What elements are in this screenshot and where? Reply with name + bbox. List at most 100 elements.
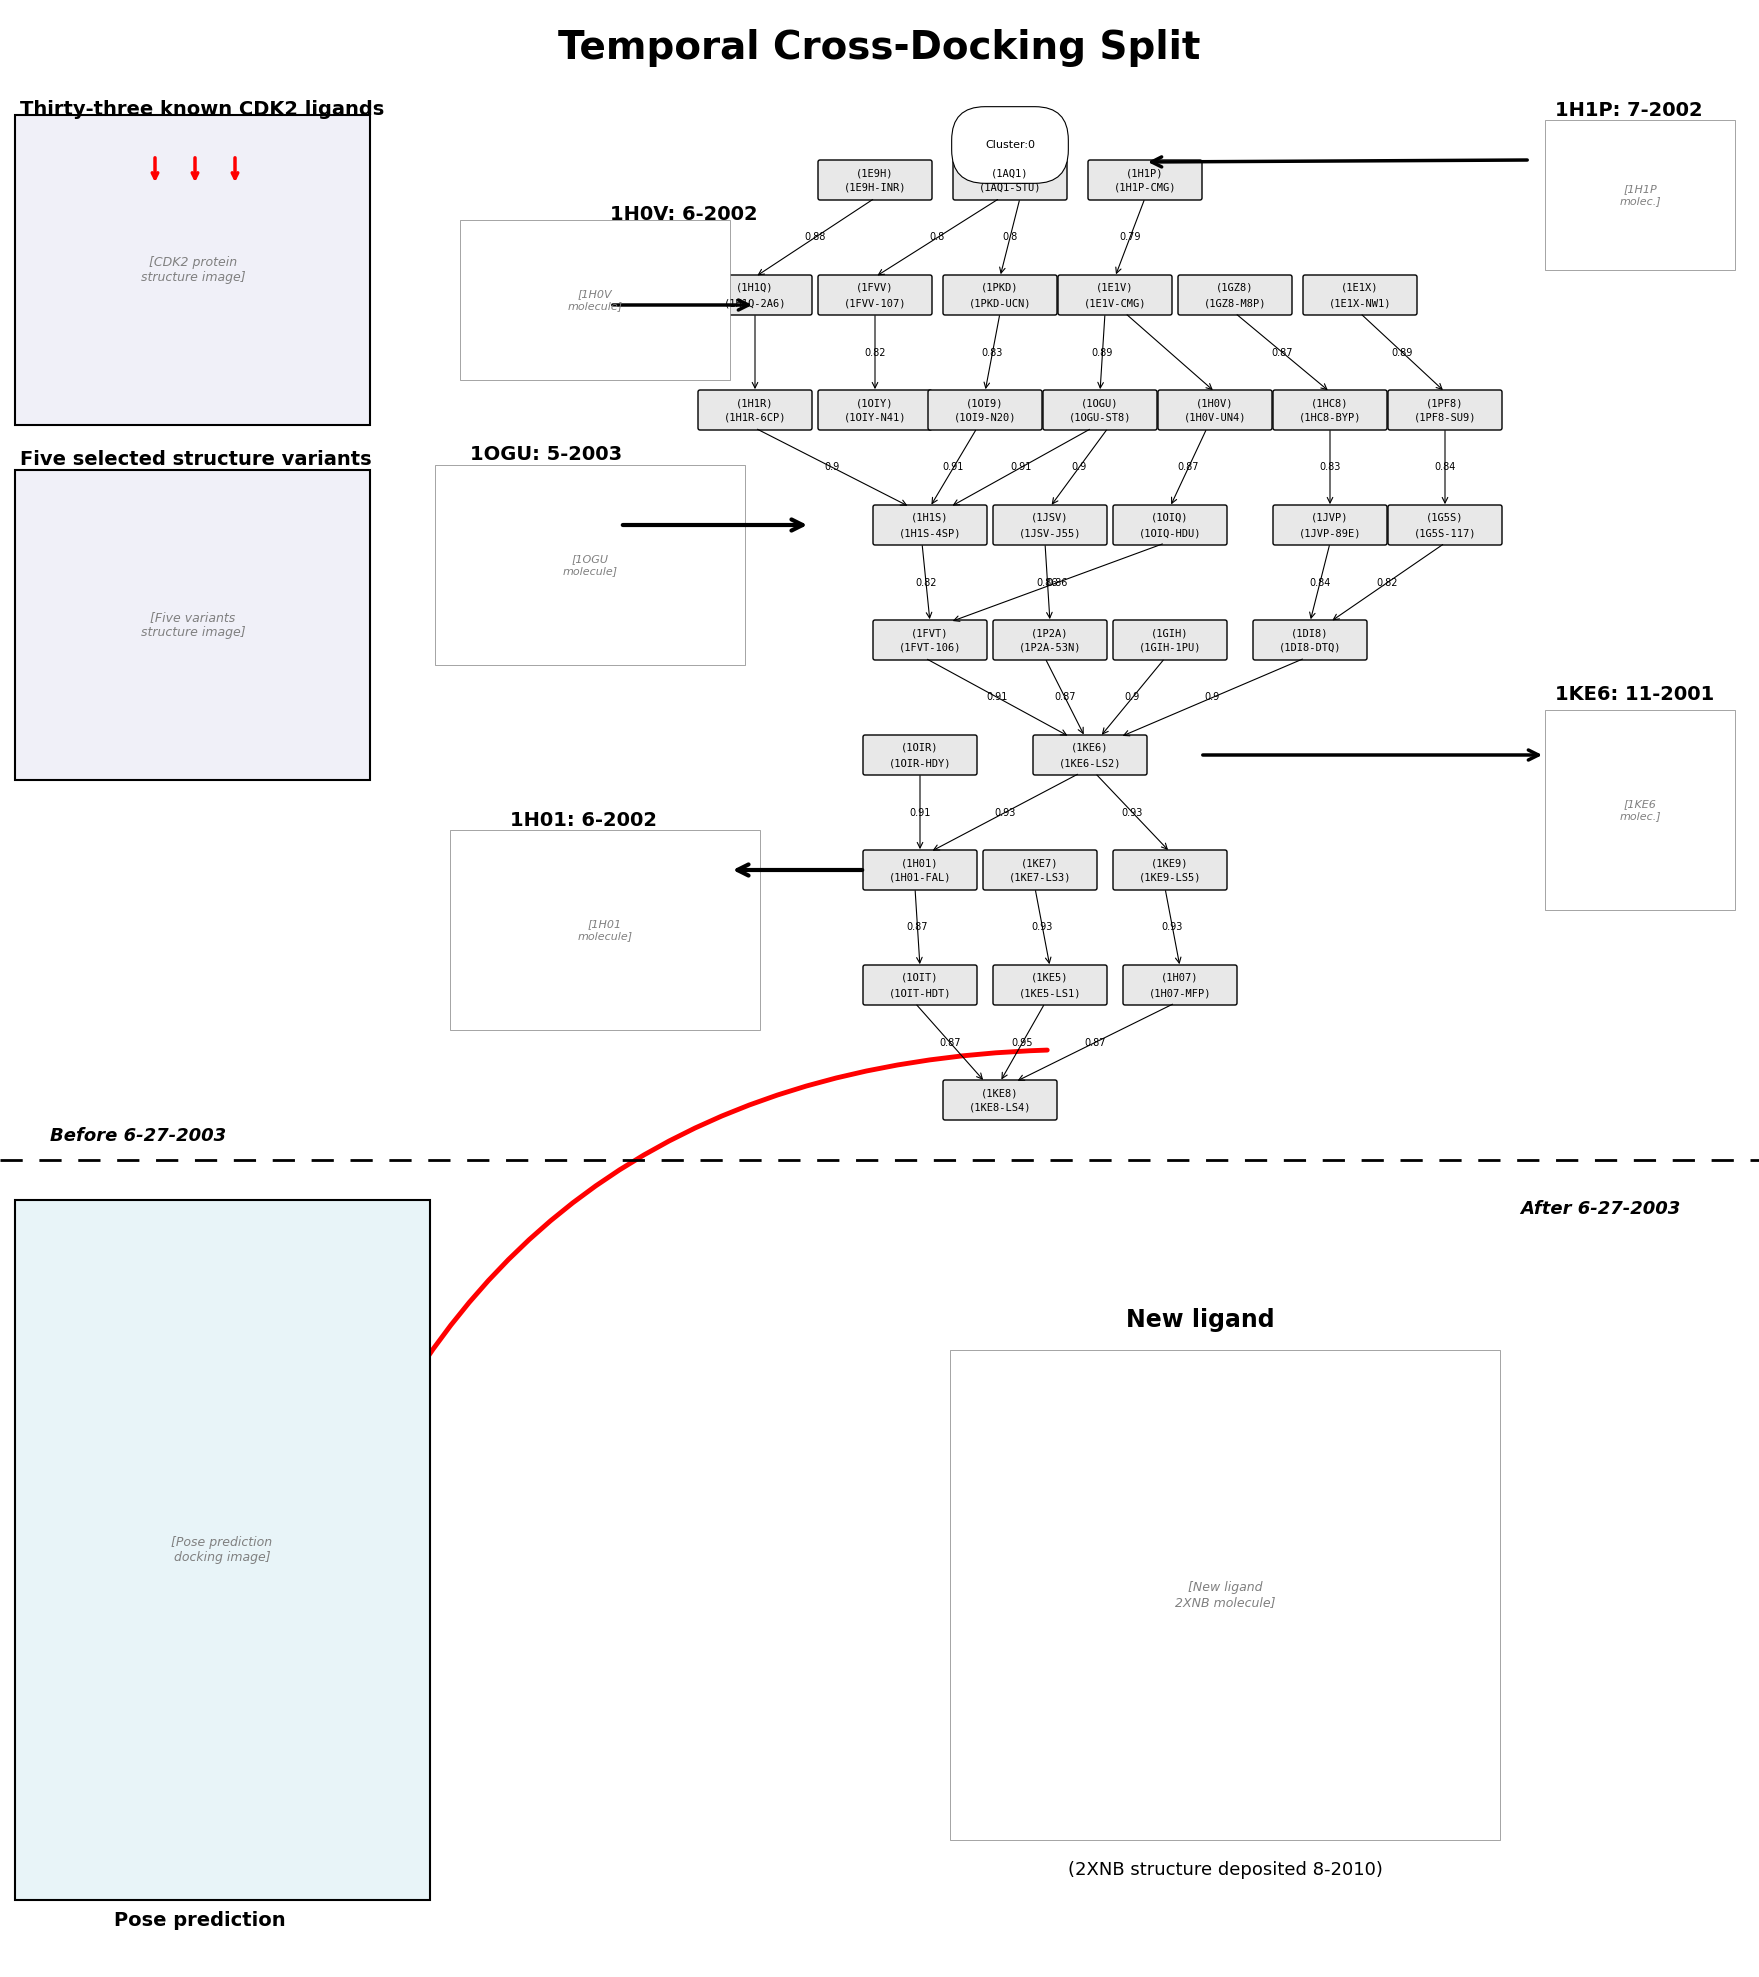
FancyBboxPatch shape	[953, 160, 1068, 200]
Text: [1OGU
molecule]: [1OGU molecule]	[563, 554, 617, 575]
Text: (1GIH): (1GIH)	[1150, 629, 1189, 639]
Text: [1H01
molecule]: [1H01 molecule]	[577, 919, 633, 941]
Text: (1KE9): (1KE9)	[1150, 858, 1189, 868]
Text: (1JVP-89E): (1JVP-89E)	[1298, 528, 1361, 538]
Text: (1OIY-N41): (1OIY-N41)	[844, 413, 906, 423]
Text: (1H01-FAL): (1H01-FAL)	[888, 874, 952, 884]
Text: (1AQ1-STU): (1AQ1-STU)	[978, 184, 1041, 194]
FancyBboxPatch shape	[994, 965, 1106, 1004]
Text: 1H1P: 7-2002: 1H1P: 7-2002	[1555, 101, 1703, 119]
Text: (1FVT): (1FVT)	[911, 629, 948, 639]
FancyBboxPatch shape	[864, 850, 976, 890]
Text: Pose prediction: Pose prediction	[114, 1912, 285, 1930]
Text: (1FVV): (1FVV)	[857, 283, 894, 293]
FancyBboxPatch shape	[1089, 160, 1201, 200]
Text: 0.91: 0.91	[987, 692, 1008, 702]
FancyBboxPatch shape	[864, 965, 976, 1004]
Text: [Pose prediction
docking image]: [Pose prediction docking image]	[171, 1536, 273, 1564]
Text: 0.87: 0.87	[1272, 348, 1293, 358]
Text: [New ligand
2XNB molecule]: [New ligand 2XNB molecule]	[1175, 1582, 1275, 1609]
Text: (1OIQ): (1OIQ)	[1150, 512, 1189, 524]
Text: (1H01): (1H01)	[901, 858, 939, 868]
Text: (1GIH-1PU): (1GIH-1PU)	[1138, 643, 1201, 652]
Text: 0.9: 0.9	[1124, 692, 1140, 702]
FancyBboxPatch shape	[434, 465, 746, 664]
Text: (1DI8): (1DI8)	[1291, 629, 1328, 639]
FancyBboxPatch shape	[864, 735, 976, 775]
Text: (1OIT-HDT): (1OIT-HDT)	[888, 988, 952, 998]
FancyBboxPatch shape	[16, 115, 369, 425]
FancyBboxPatch shape	[1303, 275, 1418, 314]
Text: (1JSV-J55): (1JSV-J55)	[1018, 528, 1082, 538]
Text: Thirty-three known CDK2 ligands: Thirty-three known CDK2 ligands	[19, 101, 383, 119]
FancyBboxPatch shape	[872, 621, 987, 660]
Text: 0.9: 0.9	[1071, 463, 1087, 473]
Text: 0.9: 0.9	[1205, 692, 1221, 702]
Text: (1KE6): (1KE6)	[1071, 743, 1108, 753]
Text: (1OIY): (1OIY)	[857, 397, 894, 407]
FancyBboxPatch shape	[1033, 735, 1147, 775]
Text: (1OI9-N20): (1OI9-N20)	[953, 413, 1017, 423]
Text: (1OGU-ST8): (1OGU-ST8)	[1069, 413, 1131, 423]
FancyBboxPatch shape	[1043, 389, 1157, 431]
FancyBboxPatch shape	[450, 830, 760, 1030]
Text: 0.88: 0.88	[804, 233, 825, 243]
Text: (1H1S-4SP): (1H1S-4SP)	[899, 528, 960, 538]
Text: (1E1X-NW1): (1E1X-NW1)	[1328, 299, 1391, 308]
Text: 0.91: 0.91	[943, 463, 964, 473]
Text: [1H0V
molecule]: [1H0V molecule]	[568, 289, 623, 310]
Text: (1KE8): (1KE8)	[982, 1087, 1018, 1097]
Text: 0.91: 0.91	[909, 807, 931, 818]
FancyBboxPatch shape	[1157, 389, 1272, 431]
Text: (1GZ8): (1GZ8)	[1215, 283, 1254, 293]
Text: (1KE5): (1KE5)	[1031, 973, 1069, 983]
Text: (1PKD-UCN): (1PKD-UCN)	[969, 299, 1031, 308]
FancyBboxPatch shape	[950, 1350, 1500, 1841]
Text: (1E1X): (1E1X)	[1342, 283, 1379, 293]
Text: (1OI9): (1OI9)	[966, 397, 1004, 407]
FancyBboxPatch shape	[818, 275, 932, 314]
Text: (1H1S): (1H1S)	[911, 512, 948, 524]
Text: Five selected structure variants: Five selected structure variants	[19, 451, 371, 469]
Text: (1H1P): (1H1P)	[1126, 168, 1164, 178]
Text: (1FVT-106): (1FVT-106)	[899, 643, 960, 652]
FancyBboxPatch shape	[1057, 275, 1171, 314]
FancyBboxPatch shape	[1113, 850, 1228, 890]
Text: (1PF8-SU9): (1PF8-SU9)	[1414, 413, 1476, 423]
FancyBboxPatch shape	[16, 1200, 429, 1900]
Text: (1E1V): (1E1V)	[1096, 283, 1135, 293]
Text: (1H1R): (1H1R)	[737, 397, 774, 407]
Text: (1HC8-BYP): (1HC8-BYP)	[1298, 413, 1361, 423]
Text: 0.89: 0.89	[1391, 348, 1412, 358]
Text: (1P2A-53N): (1P2A-53N)	[1018, 643, 1082, 652]
FancyBboxPatch shape	[1179, 275, 1293, 314]
Text: 0.84: 0.84	[1434, 463, 1456, 473]
Text: 0.87: 0.87	[1054, 692, 1077, 702]
Text: 0.93: 0.93	[1033, 923, 1054, 933]
Text: Temporal Cross-Docking Split: Temporal Cross-Docking Split	[558, 30, 1200, 67]
FancyBboxPatch shape	[818, 389, 932, 431]
Text: (1OGU): (1OGU)	[1082, 397, 1119, 407]
Text: 0.87: 0.87	[939, 1038, 960, 1048]
Text: 0.83: 0.83	[982, 348, 1003, 358]
Text: 1H01: 6-2002: 1H01: 6-2002	[510, 811, 658, 830]
Text: 0.87: 0.87	[906, 923, 929, 933]
Text: (1KE7-LS3): (1KE7-LS3)	[1008, 874, 1071, 884]
FancyBboxPatch shape	[818, 160, 932, 200]
Text: (1JVP): (1JVP)	[1310, 512, 1349, 524]
Text: [CDK2 protein
structure image]: [CDK2 protein structure image]	[141, 255, 245, 285]
Text: (1KE8-LS4): (1KE8-LS4)	[969, 1103, 1031, 1113]
Text: (1FVV-107): (1FVV-107)	[844, 299, 906, 308]
Text: (1H0V-UN4): (1H0V-UN4)	[1184, 413, 1245, 423]
Text: 0.82: 0.82	[1377, 577, 1398, 587]
FancyBboxPatch shape	[1113, 621, 1228, 660]
Text: 0.87: 0.87	[1179, 463, 1200, 473]
Text: 0.8: 0.8	[931, 233, 945, 243]
Text: (1DI8-DTQ): (1DI8-DTQ)	[1279, 643, 1342, 652]
Text: 0.82: 0.82	[915, 577, 938, 587]
Text: (1HC8): (1HC8)	[1310, 397, 1349, 407]
FancyBboxPatch shape	[929, 389, 1041, 431]
Text: (1OIR): (1OIR)	[901, 743, 939, 753]
Text: (1E9H-INR): (1E9H-INR)	[844, 184, 906, 194]
Text: (1H07-MFP): (1H07-MFP)	[1149, 988, 1212, 998]
